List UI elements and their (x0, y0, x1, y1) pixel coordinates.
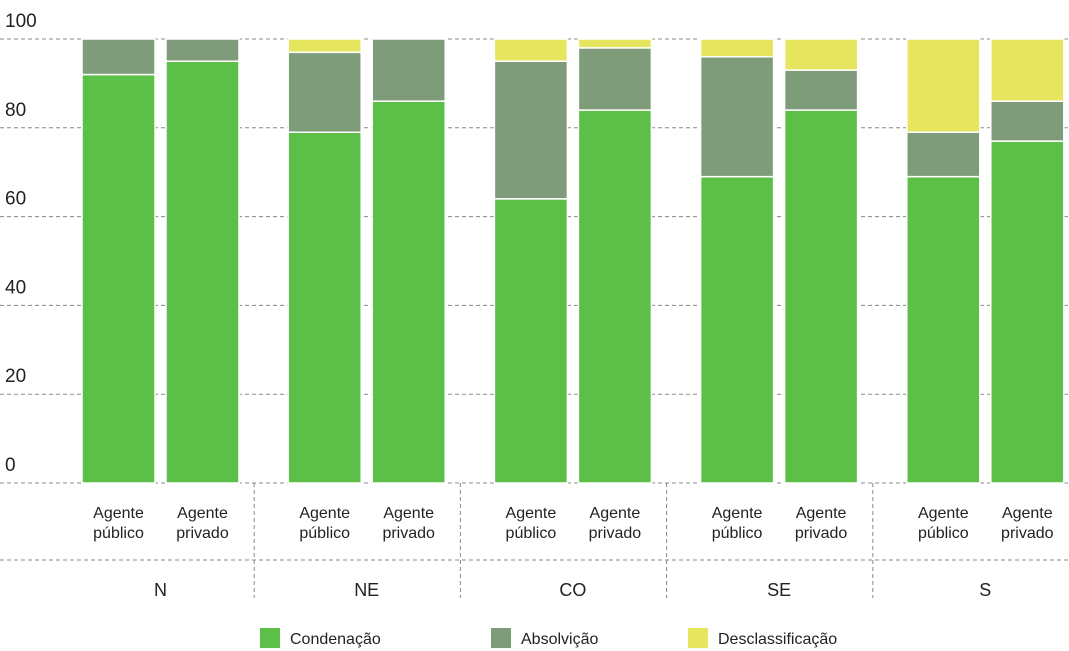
bar-segment (577, 109, 653, 484)
y-tick-label: 80 (5, 100, 26, 121)
group-label: N (154, 580, 167, 600)
x-tick-label: Agente público (918, 505, 969, 542)
bar-segment (81, 38, 156, 76)
x-tick-label: Agente público (712, 505, 763, 542)
legend-swatch (491, 628, 511, 648)
legend-label: Desclassificação (718, 631, 837, 648)
group-label: S (979, 580, 991, 600)
bar-segment (906, 131, 981, 178)
group-label: NE (354, 580, 379, 600)
bar-segment (81, 73, 156, 484)
bar-segment (371, 38, 446, 102)
y-tick-label: 40 (5, 277, 26, 298)
bar-segment (493, 60, 569, 200)
y-tick-label: 60 (5, 189, 26, 210)
bar-segment (906, 38, 981, 133)
bar-segment (783, 38, 859, 71)
bar-segment (699, 56, 775, 178)
y-tick-label: 20 (5, 366, 26, 387)
x-tick-label: Agente privado (382, 505, 435, 542)
group-label: CO (559, 580, 586, 600)
legend-label: Absolvição (521, 631, 598, 648)
bar-segment (577, 38, 653, 49)
x-tick-label: Agente público (299, 505, 350, 542)
x-tick-label: Agente público (93, 505, 144, 542)
bar-segment (287, 38, 362, 54)
y-tick-label: 0 (5, 455, 16, 476)
legend-swatch (688, 628, 708, 648)
bar-segment (371, 100, 446, 484)
bar-segment (990, 38, 1065, 102)
bar-segment (783, 109, 859, 484)
y-tick-label: 100 (5, 11, 37, 32)
x-tick-label: Agente privado (1001, 505, 1054, 542)
legend-label: Condenação (290, 631, 381, 648)
x-tick-label: Agente público (506, 505, 557, 542)
bar-segment (287, 131, 362, 484)
bar-segment (165, 38, 240, 62)
bar-segment (699, 175, 775, 484)
bar-segment (990, 100, 1065, 142)
x-tick-label: Agente privado (176, 505, 229, 542)
bar-segment (493, 198, 569, 484)
x-tick-label: Agente privado (589, 505, 642, 542)
bar-segment (493, 38, 569, 62)
bar-segment (990, 140, 1065, 484)
group-label: SE (767, 580, 791, 600)
bar-segment (699, 38, 775, 58)
bar-segment (287, 51, 362, 133)
bar-segment (783, 69, 859, 111)
bar-segment (165, 60, 240, 484)
x-tick-label: Agente privado (795, 505, 848, 542)
bar-segment (577, 47, 653, 111)
legend-swatch (260, 628, 280, 648)
bar-segment (906, 175, 981, 484)
